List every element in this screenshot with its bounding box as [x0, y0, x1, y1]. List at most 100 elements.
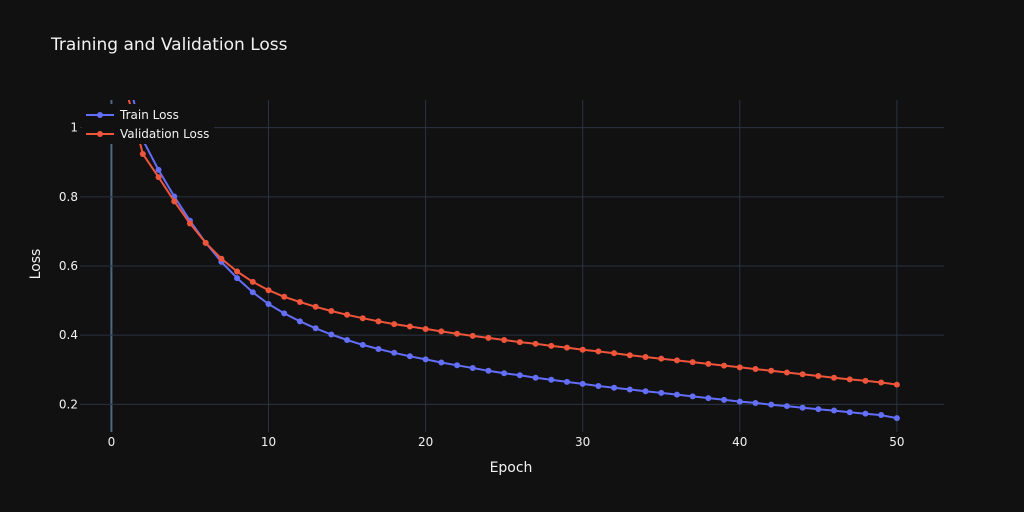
data-point[interactable] [642, 388, 649, 395]
data-point[interactable] [658, 355, 665, 362]
data-point[interactable] [265, 301, 272, 308]
data-point[interactable] [375, 318, 382, 325]
data-point[interactable] [391, 321, 398, 328]
data-point[interactable] [799, 371, 806, 378]
data-point[interactable] [422, 325, 429, 332]
data-point[interactable] [375, 346, 382, 352]
data-point[interactable] [485, 334, 492, 341]
data-point[interactable] [454, 330, 461, 337]
data-point[interactable] [595, 348, 602, 355]
data-point[interactable] [344, 337, 351, 344]
data-point[interactable] [831, 407, 838, 414]
data-point[interactable] [768, 367, 775, 374]
data-point[interactable] [234, 275, 241, 282]
data-point[interactable] [736, 364, 743, 371]
data-point[interactable] [516, 372, 523, 379]
data-point[interactable] [673, 357, 680, 364]
data-point[interactable] [548, 342, 555, 349]
data-point[interactable] [171, 198, 178, 205]
data-point[interactable] [312, 303, 319, 310]
data-point[interactable] [705, 395, 712, 402]
y-tick-label: 0.4 [59, 328, 78, 342]
data-point[interactable] [878, 412, 885, 419]
data-point[interactable] [626, 386, 633, 393]
data-point[interactable] [626, 352, 633, 359]
data-point[interactable] [218, 255, 225, 262]
data-point[interactable] [359, 315, 366, 322]
data-point[interactable] [783, 369, 790, 376]
data-point[interactable] [359, 341, 366, 348]
data-point[interactable] [202, 239, 209, 246]
data-point[interactable] [501, 370, 508, 377]
data-point[interactable] [296, 298, 303, 305]
legend[interactable]: Train Loss Validation Loss [82, 104, 214, 144]
data-point[interactable] [689, 359, 696, 366]
data-point[interactable] [328, 331, 335, 338]
data-point[interactable] [328, 307, 335, 314]
data-point[interactable] [249, 278, 256, 285]
legend-item[interactable]: Validation Loss [86, 127, 209, 141]
data-point[interactable] [281, 310, 288, 317]
data-point[interactable] [611, 384, 618, 391]
legend-item[interactable]: Train Loss [86, 108, 179, 122]
data-point[interactable] [438, 328, 445, 335]
data-point[interactable] [485, 367, 492, 374]
data-point[interactable] [516, 339, 523, 346]
data-point[interactable] [155, 166, 162, 173]
data-point[interactable] [422, 356, 429, 363]
data-point[interactable] [846, 376, 853, 383]
data-point[interactable] [406, 353, 413, 360]
data-point[interactable] [862, 377, 869, 384]
data-point[interactable] [846, 409, 853, 416]
legend-label: Validation Loss [120, 127, 209, 141]
data-point[interactable] [139, 150, 146, 157]
data-point[interactable] [234, 268, 241, 275]
data-point[interactable] [815, 406, 822, 413]
data-point[interactable] [783, 403, 790, 410]
data-point[interactable] [312, 325, 319, 332]
data-point[interactable] [611, 350, 618, 357]
data-point[interactable] [673, 391, 680, 398]
data-point[interactable] [862, 410, 869, 417]
data-point[interactable] [752, 399, 759, 406]
data-point[interactable] [705, 360, 712, 367]
data-point[interactable] [186, 220, 193, 227]
data-point[interactable] [548, 376, 555, 383]
data-point[interactable] [344, 311, 351, 318]
data-point[interactable] [689, 393, 696, 400]
data-point[interactable] [532, 340, 539, 347]
data-point[interactable] [768, 401, 775, 408]
data-point[interactable] [736, 398, 743, 405]
data-point[interactable] [893, 381, 900, 388]
data-point[interactable] [642, 353, 649, 360]
data-point[interactable] [563, 378, 570, 385]
data-point[interactable] [799, 404, 806, 411]
data-point[interactable] [815, 372, 822, 379]
data-point[interactable] [469, 332, 476, 339]
data-point[interactable] [752, 366, 759, 373]
data-point[interactable] [831, 374, 838, 381]
data-point[interactable] [563, 344, 570, 351]
data-point[interactable] [454, 362, 461, 369]
x-axis-label: Epoch [490, 460, 533, 476]
data-point[interactable] [658, 389, 665, 396]
data-point[interactable] [595, 383, 602, 390]
data-point[interactable] [721, 396, 728, 403]
data-point[interactable] [501, 337, 508, 344]
data-point[interactable] [579, 346, 586, 353]
data-point[interactable] [265, 287, 272, 294]
data-point[interactable] [893, 415, 900, 422]
data-point[interactable] [281, 293, 288, 300]
data-point[interactable] [296, 318, 303, 325]
data-point[interactable] [469, 365, 476, 372]
data-point[interactable] [438, 359, 445, 366]
data-point[interactable] [878, 379, 885, 386]
data-point[interactable] [406, 323, 413, 330]
data-point[interactable] [249, 289, 256, 296]
data-point[interactable] [155, 174, 162, 181]
data-point[interactable] [721, 362, 728, 369]
data-point[interactable] [579, 380, 586, 387]
y-axis-ticks: 0.2 0.4 0.6 0.8 1 [59, 121, 78, 412]
data-point[interactable] [532, 374, 539, 381]
data-point[interactable] [391, 349, 398, 356]
